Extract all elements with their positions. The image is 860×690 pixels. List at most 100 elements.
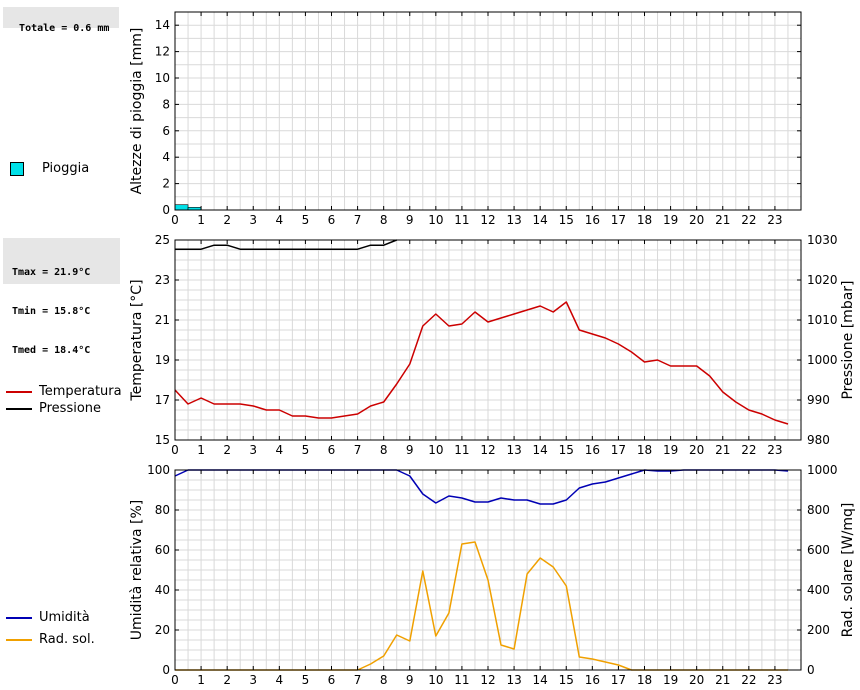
x-tick-label: 23 [767, 213, 782, 227]
x-tick-label: 17 [611, 443, 626, 457]
y-tick-label: 14 [155, 18, 170, 32]
x-tick-label: 7 [354, 443, 362, 457]
x-tick-label: 14 [533, 673, 548, 687]
x-tick-label: 5 [302, 443, 310, 457]
legend-humidity: Umidità [6, 610, 90, 625]
y-tick-label: 100 [147, 463, 170, 477]
x-tick-label: 3 [249, 443, 257, 457]
x-tick-label: 11 [454, 673, 469, 687]
legend-radiation-label: Rad. sol. [39, 632, 95, 647]
x-tick-label: 10 [428, 443, 443, 457]
x-tick-label: 16 [585, 673, 600, 687]
legend-humidity-label: Umidità [39, 610, 90, 625]
y-tick-label: 2 [162, 177, 170, 191]
legend-temperature-label: Temperatura [39, 384, 122, 399]
x-tick-label: 0 [171, 673, 179, 687]
humidity-line [174, 469, 789, 505]
legend-rain-label: Pioggia [42, 161, 90, 176]
y2-tick-label: 1030 [807, 233, 838, 247]
x-tick-label: 20 [689, 443, 704, 457]
y-tick-label: 60 [155, 543, 170, 557]
x-tick-label: 8 [380, 443, 388, 457]
x-tick-label: 18 [637, 443, 652, 457]
y2-tick-label: 800 [807, 503, 830, 517]
x-tick-label: 10 [428, 213, 443, 227]
legend-pressure: Pressione [6, 401, 101, 416]
pressure-swatch [6, 407, 32, 410]
x-tick-label: 7 [354, 673, 362, 687]
y2-axis-label: Pressione [mbar] [840, 280, 856, 399]
tmax-label: Tmax = 21.9°C [12, 267, 91, 278]
legend-radiation: Rad. sol. [6, 632, 95, 647]
x-tick-label: 21 [715, 213, 730, 227]
y2-tick-label: 1000 [807, 463, 838, 477]
legend-temperature: Temperatura [6, 384, 122, 399]
x-tick-label: 0 [171, 213, 179, 227]
x-tick-label: 17 [611, 673, 626, 687]
y-tick-label: 6 [162, 124, 170, 138]
x-tick-label: 20 [689, 213, 704, 227]
y-tick-label: 23 [155, 273, 170, 287]
x-tick-label: 1 [197, 443, 205, 457]
x-tick-label: 22 [741, 213, 756, 227]
x-tick-label: 1 [197, 673, 205, 687]
x-tick-label: 8 [380, 673, 388, 687]
x-tick-label: 9 [406, 443, 414, 457]
x-tick-label: 16 [585, 213, 600, 227]
x-tick-label: 11 [454, 443, 469, 457]
y2-tick-label: 980 [807, 433, 830, 447]
x-tick-label: 14 [533, 443, 548, 457]
x-tick-label: 12 [480, 213, 495, 227]
y2-tick-label: 0 [807, 663, 815, 677]
x-tick-label: 12 [480, 443, 495, 457]
x-tick-label: 20 [689, 673, 704, 687]
x-tick-label: 22 [741, 443, 756, 457]
x-tick-label: 7 [354, 213, 362, 227]
y2-axis-label: Rad. solare [W/mq] [840, 503, 856, 638]
y-tick-label: 8 [162, 97, 170, 111]
x-tick-label: 15 [559, 673, 574, 687]
x-tick-label: 23 [767, 673, 782, 687]
x-tick-label: 19 [663, 213, 678, 227]
y-tick-label: 21 [155, 313, 170, 327]
radiation-swatch [6, 638, 32, 641]
x-tick-label: 17 [611, 213, 626, 227]
tmed-label: Tmed = 18.4°C [12, 345, 91, 356]
x-tick-label: 8 [380, 213, 388, 227]
x-tick-label: 19 [663, 443, 678, 457]
rain-bar [174, 204, 189, 211]
x-tick-label: 5 [302, 673, 310, 687]
y2-tick-label: 400 [807, 583, 830, 597]
y-tick-label: 17 [155, 393, 170, 407]
tmin-label: Tmin = 15.8°C [12, 306, 91, 317]
temperature-stats-box: Tmax = 21.9°C Tmin = 15.8°C Tmed = 18.4°… [3, 238, 120, 356]
x-tick-label: 23 [767, 443, 782, 457]
x-tick-label: 5 [302, 213, 310, 227]
x-tick-label: 18 [637, 673, 652, 687]
y2-tick-label: 1000 [807, 353, 838, 367]
rain-total-box: Totale = 0.6 mm [3, 7, 119, 34]
x-tick-label: 16 [585, 443, 600, 457]
y-axis-label: Umidità relativa [%] [129, 500, 145, 641]
x-tick-label: 11 [454, 213, 469, 227]
x-tick-label: 15 [559, 443, 574, 457]
y2-tick-label: 1010 [807, 313, 838, 327]
y-tick-label: 15 [155, 433, 170, 447]
x-tick-label: 19 [663, 673, 678, 687]
x-tick-label: 21 [715, 443, 730, 457]
y-axis-label: Altezze di pioggia [mm] [129, 28, 145, 195]
rain-swatch [10, 161, 24, 176]
x-tick-label: 13 [506, 443, 521, 457]
x-tick-label: 2 [223, 673, 231, 687]
x-tick-label: 6 [328, 673, 336, 687]
y-tick-label: 10 [155, 71, 170, 85]
y-tick-label: 40 [155, 583, 170, 597]
y2-tick-label: 200 [807, 623, 830, 637]
y-tick-label: 19 [155, 353, 170, 367]
x-tick-label: 14 [533, 213, 548, 227]
x-tick-label: 2 [223, 443, 231, 457]
x-tick-label: 15 [559, 213, 574, 227]
x-tick-label: 1 [197, 213, 205, 227]
x-tick-label: 3 [249, 673, 257, 687]
